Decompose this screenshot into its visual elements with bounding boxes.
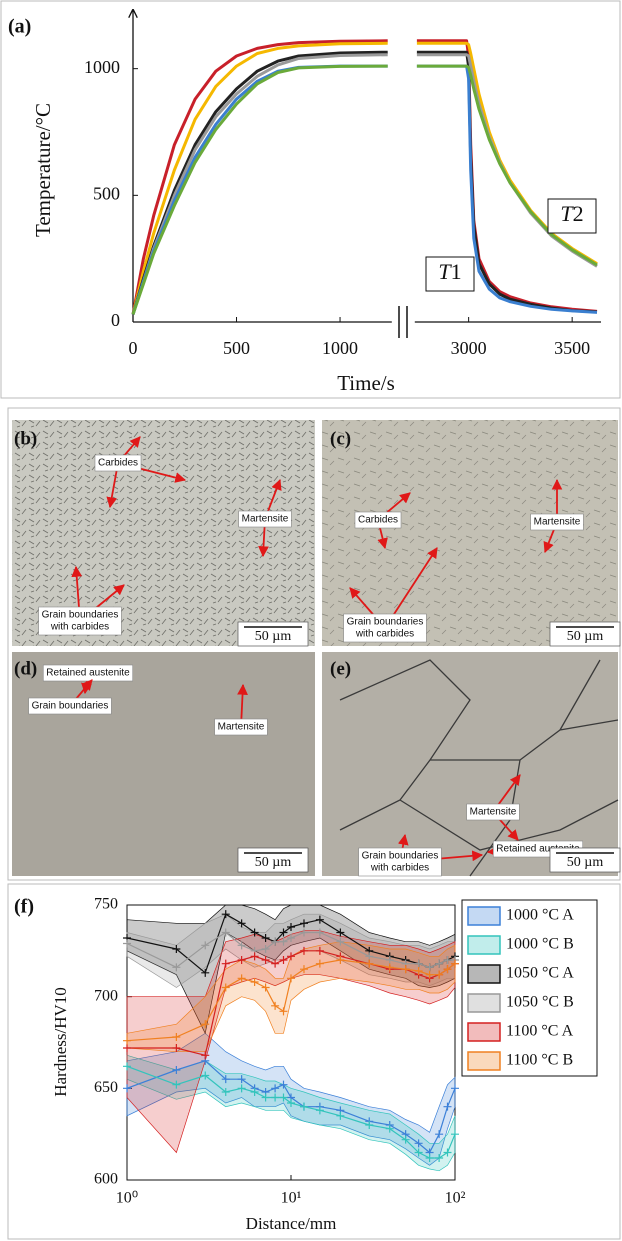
annotation-text: Grain boundaries [42, 610, 119, 621]
annotation-label: Martensite [215, 719, 268, 735]
annotation-label: Martensite [531, 514, 584, 530]
x-tick-label: 0 [129, 338, 138, 358]
panel-label: (e) [330, 658, 351, 679]
y-tick-label: 700 [94, 987, 118, 1004]
x-tick-label: 10⁰ [116, 1190, 138, 1207]
series-line [133, 66, 597, 314]
legend-label: 1100 °C A [506, 1023, 574, 1040]
scale-bar-label: 50 µm [567, 629, 604, 644]
legend-swatch [468, 907, 500, 925]
series-line [133, 41, 597, 315]
x-axis-label: Distance/mm [246, 1214, 337, 1233]
annotation-label: Carbides [355, 512, 401, 528]
y-axis-label: Hardness/HV10 [51, 987, 70, 1097]
y-tick-label: 1000 [84, 57, 120, 77]
annotation-text: with carbides [50, 622, 109, 633]
series-line [133, 66, 597, 314]
micrograph [322, 420, 618, 646]
annotation-text: Carbides [358, 515, 398, 526]
x-tick-label: 3500 [554, 338, 590, 358]
legend-label: 1000 °C B [506, 936, 574, 953]
annotation-text: Martensite [470, 807, 517, 818]
y-tick-label: 600 [94, 1171, 118, 1188]
legend-box [462, 900, 597, 1076]
annotation-label: Grain boundaries [29, 698, 112, 714]
x-tick-label: 10² [445, 1190, 466, 1207]
annotation-text: Grain boundaries [32, 701, 109, 712]
y-tick-label: 0 [111, 310, 120, 330]
annotation-text: Martensite [218, 722, 265, 733]
legend-label: 1100 °C B [506, 1052, 573, 1069]
x-tick-label: 500 [223, 338, 250, 358]
series-line [133, 43, 597, 314]
scale-bar-label: 50 µm [255, 629, 292, 644]
figure: (a) Temperature/°C Time/s 0 500 1000 0 500 1000 3… [0, 0, 622, 1241]
annotation-text: Carbides [98, 458, 138, 469]
panel-label: (b) [14, 428, 37, 449]
panel-label: (d) [14, 658, 37, 679]
annotation-label: Martensite [467, 804, 520, 820]
series-line [133, 55, 597, 315]
legend-swatch [468, 1023, 500, 1041]
x-tick-label: 1000 [322, 338, 358, 358]
annotation: T2 [560, 201, 583, 226]
annotation-label: Retained austenite [43, 665, 132, 681]
y-tick-label: 650 [94, 1079, 118, 1096]
annotation-text: Martensite [534, 517, 581, 528]
scale-bar-label: 50 µm [567, 855, 604, 870]
scale-bar-label: 50 µm [255, 855, 292, 870]
legend-swatch [468, 936, 500, 954]
panel-label: (c) [330, 428, 351, 449]
annotation: T1 [438, 259, 461, 284]
y-axis-label: Temperature/°C [31, 103, 55, 237]
annotation-label: Carbides [95, 455, 141, 471]
annotation-text: with carbides [370, 863, 429, 874]
series-line [133, 52, 597, 314]
x-tick-label: 3000 [451, 338, 487, 358]
legend-swatch [468, 1052, 500, 1070]
legend-label: 1000 °C A [506, 907, 574, 924]
panel-label: (a) [8, 16, 31, 38]
annotation-text: Grain boundaries [347, 617, 424, 628]
legend-label: 1050 °C B [506, 994, 574, 1011]
panel-label: (f) [14, 896, 34, 918]
annotation-text: Retained austenite [46, 668, 130, 679]
micrograph [12, 652, 315, 876]
y-tick-label: 500 [93, 183, 120, 203]
axis-break [399, 306, 407, 338]
annotation-text: with carbides [355, 629, 414, 640]
x-tick-label: 10¹ [281, 1190, 302, 1207]
annotation-text: Martensite [242, 514, 289, 525]
legend-swatch [468, 965, 500, 983]
x-axis-label: Time/s [337, 371, 395, 395]
annotation-text: Grain boundaries [362, 851, 439, 862]
legend-swatch [468, 994, 500, 1012]
legend-label: 1050 °C A [506, 965, 574, 982]
y-tick-label: 750 [94, 896, 118, 913]
annotation-label: Martensite [239, 511, 292, 527]
